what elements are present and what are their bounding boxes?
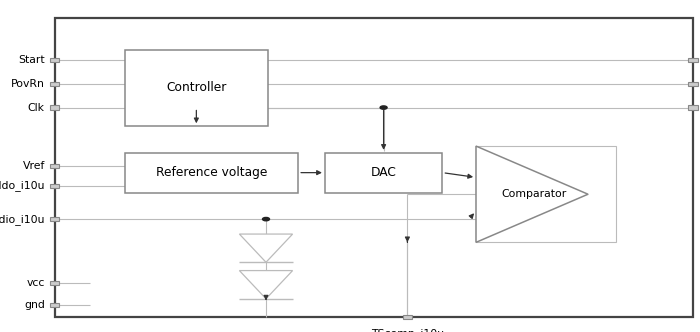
- Text: Clk: Clk: [28, 103, 45, 113]
- Text: DAC: DAC: [371, 166, 396, 179]
- FancyBboxPatch shape: [689, 81, 697, 86]
- FancyBboxPatch shape: [50, 184, 59, 188]
- FancyBboxPatch shape: [50, 303, 59, 307]
- Text: PovRn: PovRn: [11, 79, 45, 89]
- Text: Vref: Vref: [22, 161, 45, 171]
- FancyBboxPatch shape: [50, 81, 59, 86]
- FancyBboxPatch shape: [403, 315, 412, 319]
- Text: TSldo_i10u: TSldo_i10u: [0, 181, 45, 191]
- FancyBboxPatch shape: [689, 57, 697, 62]
- Polygon shape: [239, 271, 293, 299]
- Polygon shape: [239, 234, 293, 262]
- FancyBboxPatch shape: [50, 164, 59, 168]
- FancyBboxPatch shape: [50, 105, 59, 110]
- Text: TScomp_i10u: TScomp_i10u: [371, 328, 444, 332]
- Circle shape: [262, 217, 270, 221]
- Circle shape: [380, 106, 387, 109]
- FancyBboxPatch shape: [325, 153, 442, 193]
- Text: gnd: gnd: [24, 300, 45, 310]
- Text: Controller: Controller: [166, 81, 227, 95]
- Polygon shape: [476, 146, 588, 242]
- Text: Reference voltage: Reference voltage: [155, 166, 267, 179]
- FancyBboxPatch shape: [125, 50, 268, 126]
- Text: Comparator: Comparator: [502, 189, 567, 199]
- Text: Start: Start: [18, 55, 45, 65]
- FancyBboxPatch shape: [125, 153, 298, 193]
- Text: vcc: vcc: [27, 278, 45, 288]
- FancyBboxPatch shape: [55, 18, 693, 317]
- FancyBboxPatch shape: [50, 57, 59, 62]
- FancyBboxPatch shape: [689, 105, 697, 110]
- FancyBboxPatch shape: [50, 217, 59, 221]
- FancyBboxPatch shape: [476, 146, 616, 242]
- FancyBboxPatch shape: [50, 281, 59, 285]
- Text: TSdio_i10u: TSdio_i10u: [0, 214, 45, 224]
